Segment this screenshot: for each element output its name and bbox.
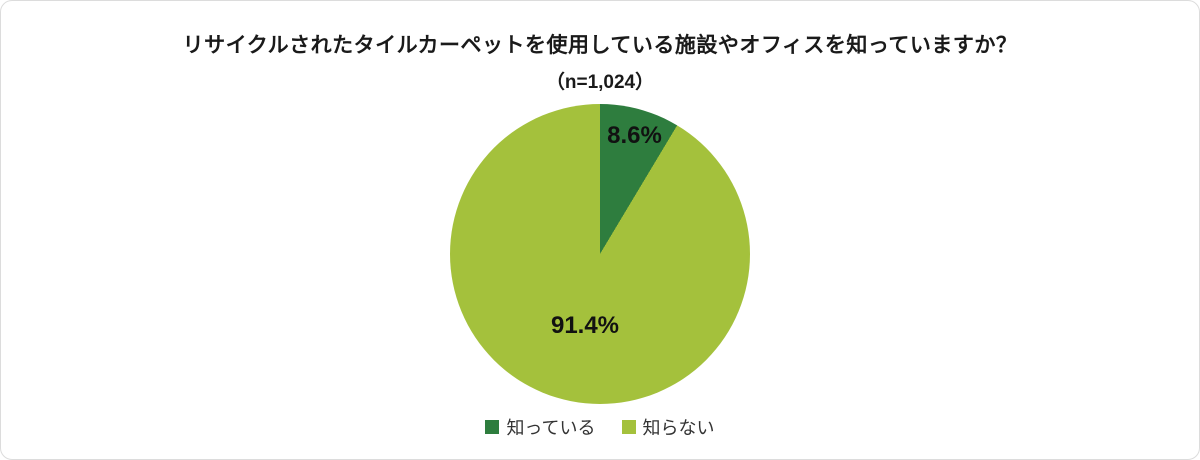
pie-label-know: 8.6% [607, 121, 662, 149]
pie-label-dont-know: 91.4% [550, 312, 620, 339]
legend-label-dont-know: 知らない [642, 418, 715, 438]
chart-subtitle: （n=1,024） [545, 72, 655, 93]
legend-swatch-know [485, 420, 500, 434]
legend-label-know: 知っている [506, 418, 596, 438]
pie-chart [450, 104, 750, 404]
legend-swatch-dont-know [621, 420, 636, 434]
legend-item-know: 知っている [485, 414, 596, 440]
chart-title: リサイクルされたタイルカーペットを使用している施設やオフィスを知っていますか？ [182, 34, 1018, 57]
legend: 知っている 知らない [485, 414, 715, 440]
pie-chart-area: 8.6% 91.4% [450, 104, 750, 404]
legend-item-dont-know: 知らない [621, 414, 715, 440]
